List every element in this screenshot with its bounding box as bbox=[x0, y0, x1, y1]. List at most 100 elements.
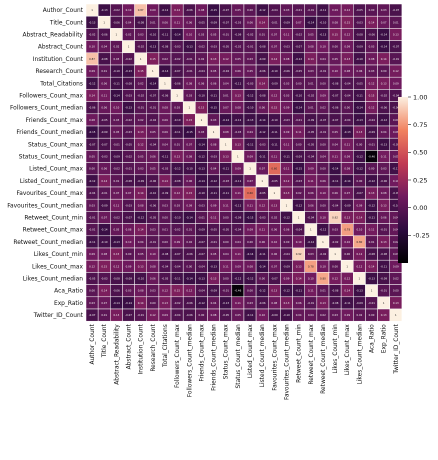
cell-value-label: -0.04 bbox=[198, 264, 205, 268]
cell-value-label: -0.10 bbox=[101, 240, 108, 244]
cell-value-label: -0.04 bbox=[162, 264, 169, 268]
cell-value-label: 0.03 bbox=[199, 33, 205, 37]
row-label: Exp_Ratio bbox=[54, 301, 83, 307]
cell-value-label: 0.01 bbox=[369, 240, 375, 244]
cell-value-label: 0.05 bbox=[211, 252, 217, 256]
row-label: Followers_Count_median bbox=[10, 106, 83, 112]
cell-value-label: -0.14 bbox=[113, 94, 120, 98]
cell-value-label: -0.11 bbox=[380, 264, 387, 268]
cell-value-label: 0.04 bbox=[211, 301, 217, 305]
cell-value-label: -0.14 bbox=[125, 301, 132, 305]
row-label: Status_Count_max bbox=[28, 142, 84, 148]
cell-value-label: -0.04 bbox=[344, 81, 351, 85]
cell-value-label: 0.00 bbox=[162, 240, 168, 244]
cell-value-label: -0.07 bbox=[392, 45, 399, 49]
cell-value-label: 0.14 bbox=[259, 81, 265, 85]
cell-value-label: -0.04 bbox=[235, 228, 242, 232]
cell-value-label: -0.11 bbox=[222, 167, 229, 171]
cell-value-label: 0.08 bbox=[284, 57, 290, 61]
cell-value-label: 0.00 bbox=[89, 167, 95, 171]
cell-value-label: 0.01 bbox=[174, 142, 180, 146]
cell-value-label: -0.03 bbox=[125, 203, 132, 207]
cell-value-label: -0.11 bbox=[89, 240, 96, 244]
cell-value-label: -0.06 bbox=[283, 69, 290, 73]
cell-value-label: 0.13 bbox=[356, 130, 362, 134]
cell-value-label: -0.11 bbox=[235, 81, 242, 85]
cell-value-label: 0.08 bbox=[186, 155, 192, 159]
cell-value-label: 0.87 bbox=[89, 57, 95, 61]
cell-value-label: -0.02 bbox=[125, 118, 132, 122]
cell-value-label: 0.15 bbox=[344, 20, 350, 24]
cell-value-label: -0.01 bbox=[392, 57, 399, 61]
cell-value-label: -0.07 bbox=[295, 45, 302, 49]
cell-value-label: 1 bbox=[116, 33, 118, 37]
cell-value-label: 0.03 bbox=[332, 313, 338, 317]
cell-value-label: -0.09 bbox=[101, 130, 108, 134]
cell-value-label: 0.14 bbox=[296, 277, 302, 281]
cell-value-label: 0.05 bbox=[393, 155, 399, 159]
cell-value-label: 0.02 bbox=[113, 45, 119, 49]
cell-value-label: 0.03 bbox=[113, 57, 119, 61]
cell-value-label: -0.11 bbox=[162, 155, 169, 159]
cell-value-label: -0.12 bbox=[198, 155, 205, 159]
cell-value-label: 1 bbox=[261, 179, 263, 183]
cell-value-label: -0.12 bbox=[356, 155, 363, 159]
cell-value-label: -0.10 bbox=[174, 118, 181, 122]
column-label: Listed_Count_max bbox=[248, 324, 254, 378]
cell-value-label: -0.06 bbox=[186, 301, 193, 305]
cell-value-label: 0.10 bbox=[393, 179, 399, 183]
cell-value-label: -0.01 bbox=[210, 240, 217, 244]
cell-value-label: -0.08 bbox=[125, 179, 132, 183]
cell-value-label: -0.03 bbox=[210, 155, 217, 159]
cell-value-label: 0.11 bbox=[284, 167, 290, 171]
cell-value-label: -0.12 bbox=[295, 203, 302, 207]
cell-value-label: 0.06 bbox=[150, 277, 156, 281]
cell-value-label: -0.46 bbox=[235, 289, 242, 293]
cell-value-label: -0.04 bbox=[344, 118, 351, 122]
column-label: Favourites_Count_median bbox=[284, 324, 290, 400]
cell-value-label: -0.09 bbox=[356, 301, 363, 305]
cell-value-label: -0.09 bbox=[210, 20, 217, 24]
column-label: Research_Count bbox=[151, 324, 157, 372]
cell-value-label: 0.12 bbox=[356, 264, 362, 268]
cell-value-label: 0.03 bbox=[89, 203, 95, 207]
cell-value-label: 0.09 bbox=[332, 8, 338, 12]
cell-value-label: 0.07 bbox=[344, 191, 350, 195]
cell-value-label: 0.14 bbox=[162, 179, 168, 183]
cell-value-label: -0.04 bbox=[198, 69, 205, 73]
cell-value-label: -0.15 bbox=[247, 216, 254, 220]
cell-value-label: 0.00 bbox=[150, 301, 156, 305]
cell-value-label: -0.06 bbox=[380, 106, 387, 110]
cell-value-label: 0.10 bbox=[259, 313, 265, 317]
cell-value-label: 0.12 bbox=[138, 142, 144, 146]
cell-value-label: 0.10 bbox=[308, 277, 314, 281]
row-label: Abstract_Count bbox=[38, 45, 84, 51]
cell-value-label: -0.08 bbox=[162, 45, 169, 49]
colorbar-tick-label: 1.00 bbox=[413, 93, 427, 101]
cell-value-label: 0.03 bbox=[247, 301, 253, 305]
cell-value-label: 0.04 bbox=[381, 130, 387, 134]
cell-value-label: 0.04 bbox=[393, 228, 399, 232]
cell-value-label: -0.06 bbox=[186, 313, 193, 317]
cell-value-label: 0.08 bbox=[381, 191, 387, 195]
cell-value-label: -0.07 bbox=[271, 277, 278, 281]
cell-value-label: -0.09 bbox=[307, 118, 314, 122]
cell-value-label: -0.01 bbox=[307, 301, 314, 305]
cell-value-label: 0.00 bbox=[126, 252, 132, 256]
cell-value-label: -0.07 bbox=[332, 94, 339, 98]
cell-value-label: 0.06 bbox=[284, 228, 290, 232]
cell-value-label: -0.14 bbox=[198, 179, 205, 183]
cell-value-label: -0.14 bbox=[344, 179, 351, 183]
cell-value-label: 0.01 bbox=[150, 20, 156, 24]
cell-value-label: 0.08 bbox=[344, 167, 350, 171]
cell-value-label: 0.07 bbox=[101, 216, 107, 220]
cell-value-label: 0.04 bbox=[296, 313, 302, 317]
cell-value-label: -0.02 bbox=[174, 57, 181, 61]
cell-value-label: -0.13 bbox=[113, 240, 120, 244]
cell-value-label: 0.02 bbox=[393, 240, 399, 244]
cell-value-label: 0.07 bbox=[271, 33, 277, 37]
cell-value-label: 0.03 bbox=[211, 118, 217, 122]
cell-value-label: 0.14 bbox=[381, 57, 387, 61]
cell-value-label: -0.08 bbox=[162, 252, 169, 256]
